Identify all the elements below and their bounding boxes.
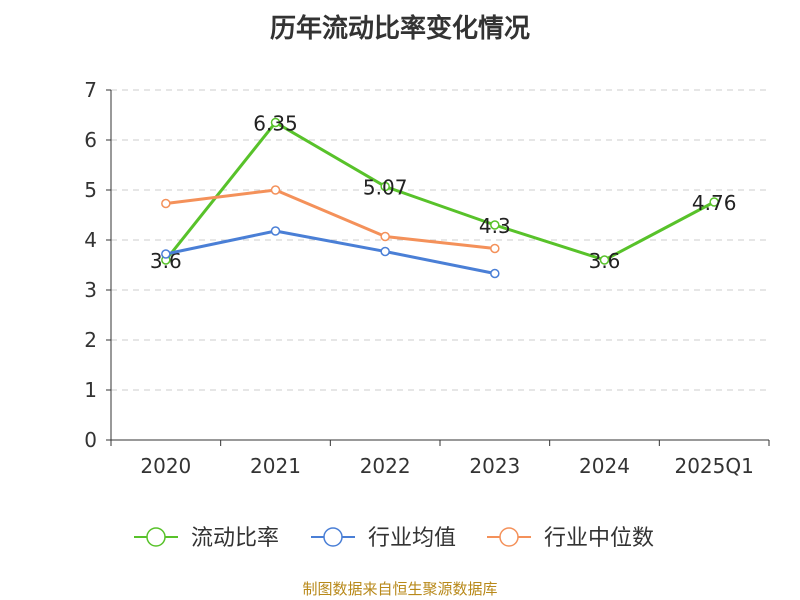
data-point-1: [380, 246, 390, 257]
y-tick-label: 0: [84, 428, 97, 452]
legend-label: 行业均值: [368, 526, 456, 551]
legend-marker: [499, 527, 519, 547]
data-point-2: [380, 231, 390, 242]
x-tick-label: 2024: [579, 454, 630, 478]
data-point-1: [270, 226, 281, 236]
y-tick-label: 4: [84, 228, 97, 252]
data-label: 3.6: [589, 249, 621, 273]
data-point-0: [709, 197, 719, 207]
data-label: 4.76: [692, 191, 737, 215]
series-line-0: [603, 200, 715, 262]
data-point-0: [490, 220, 500, 230]
data-point-2: [161, 198, 171, 209]
data-point-0: [270, 117, 281, 128]
chart-title: 历年流动比率变化情况: [269, 14, 530, 44]
x-tick-label: 2020: [140, 454, 191, 478]
y-tick-label: 3: [84, 278, 97, 302]
legend-label: 行业中位数: [544, 526, 654, 551]
series-line-1: [165, 229, 496, 275]
data-point-1: [490, 268, 500, 279]
data-point-2: [270, 185, 281, 195]
data-label: 5.07: [363, 176, 408, 200]
x-tick-label: 2022: [360, 454, 411, 478]
x-tick-label: 2021: [250, 454, 301, 478]
legend-label: 流动比率: [191, 526, 279, 551]
legend-marker: [323, 527, 343, 547]
legend-marker: [146, 527, 166, 547]
x-tick-label: 2023: [469, 454, 520, 478]
data-point-2: [490, 243, 500, 254]
data-label: 4.3: [479, 214, 511, 238]
y-tick-label: 2: [84, 328, 97, 352]
data-point-1: [161, 249, 171, 259]
y-tick-label: 6: [84, 128, 97, 152]
data-point-0: [599, 255, 610, 265]
y-tick-label: 7: [84, 78, 97, 102]
source-footer: 制图数据来自恒生聚源数据库: [302, 580, 498, 598]
data-label: 6.35: [253, 112, 298, 136]
y-tick-label: 5: [84, 178, 97, 202]
data-point-0: [380, 181, 390, 192]
y-tick-label: 1: [84, 378, 97, 402]
series-line-2: [165, 188, 495, 250]
x-tick-label: 2025Q1: [674, 454, 753, 478]
